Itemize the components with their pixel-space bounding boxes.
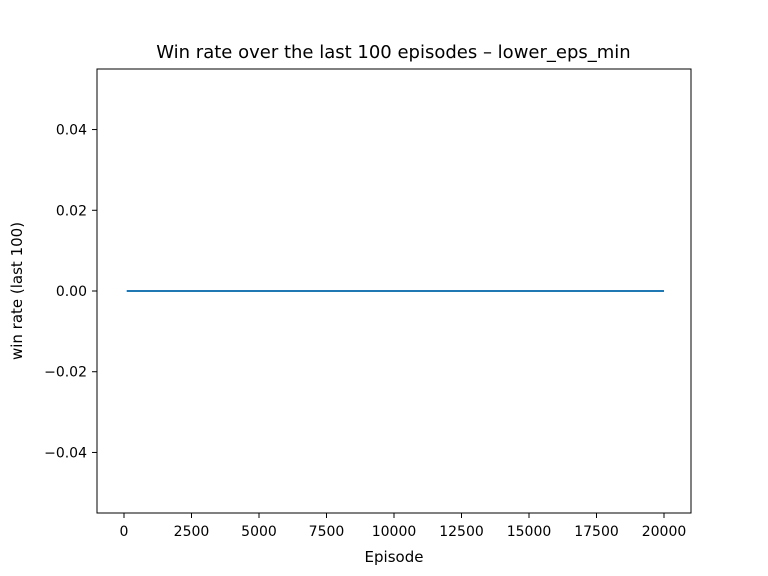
x-tick-label: 7500 — [309, 524, 345, 540]
y-axis-label: win rate (last 100) — [8, 222, 26, 360]
x-axis-ticks: 0 2500 5000 7500 10000 12500 15000 17500 20000 — [120, 513, 687, 540]
y-tick-label: −0.02 — [44, 365, 87, 381]
chart-title: Win rate over the last 100 episodes – lo… — [156, 42, 630, 63]
y-tick-label: 0.04 — [56, 123, 87, 139]
y-tick-label: −0.04 — [44, 445, 87, 461]
x-tick-label: 5000 — [241, 524, 277, 540]
x-axis-label: Episode — [365, 548, 424, 566]
x-tick-label: 15000 — [507, 524, 552, 540]
plot-frame — [96, 68, 692, 514]
y-tick-label: 0.00 — [56, 284, 87, 300]
x-tick-label: 2500 — [174, 524, 210, 540]
x-tick-label: 0 — [120, 524, 129, 540]
x-tick-label: 17500 — [574, 524, 619, 540]
y-axis-ticks: −0.04 −0.02 0.00 0.02 0.04 — [44, 123, 97, 461]
x-tick-label: 10000 — [372, 524, 417, 540]
y-tick-label: 0.02 — [56, 203, 87, 219]
x-tick-label: 20000 — [642, 524, 687, 540]
x-tick-label: 12500 — [439, 524, 484, 540]
